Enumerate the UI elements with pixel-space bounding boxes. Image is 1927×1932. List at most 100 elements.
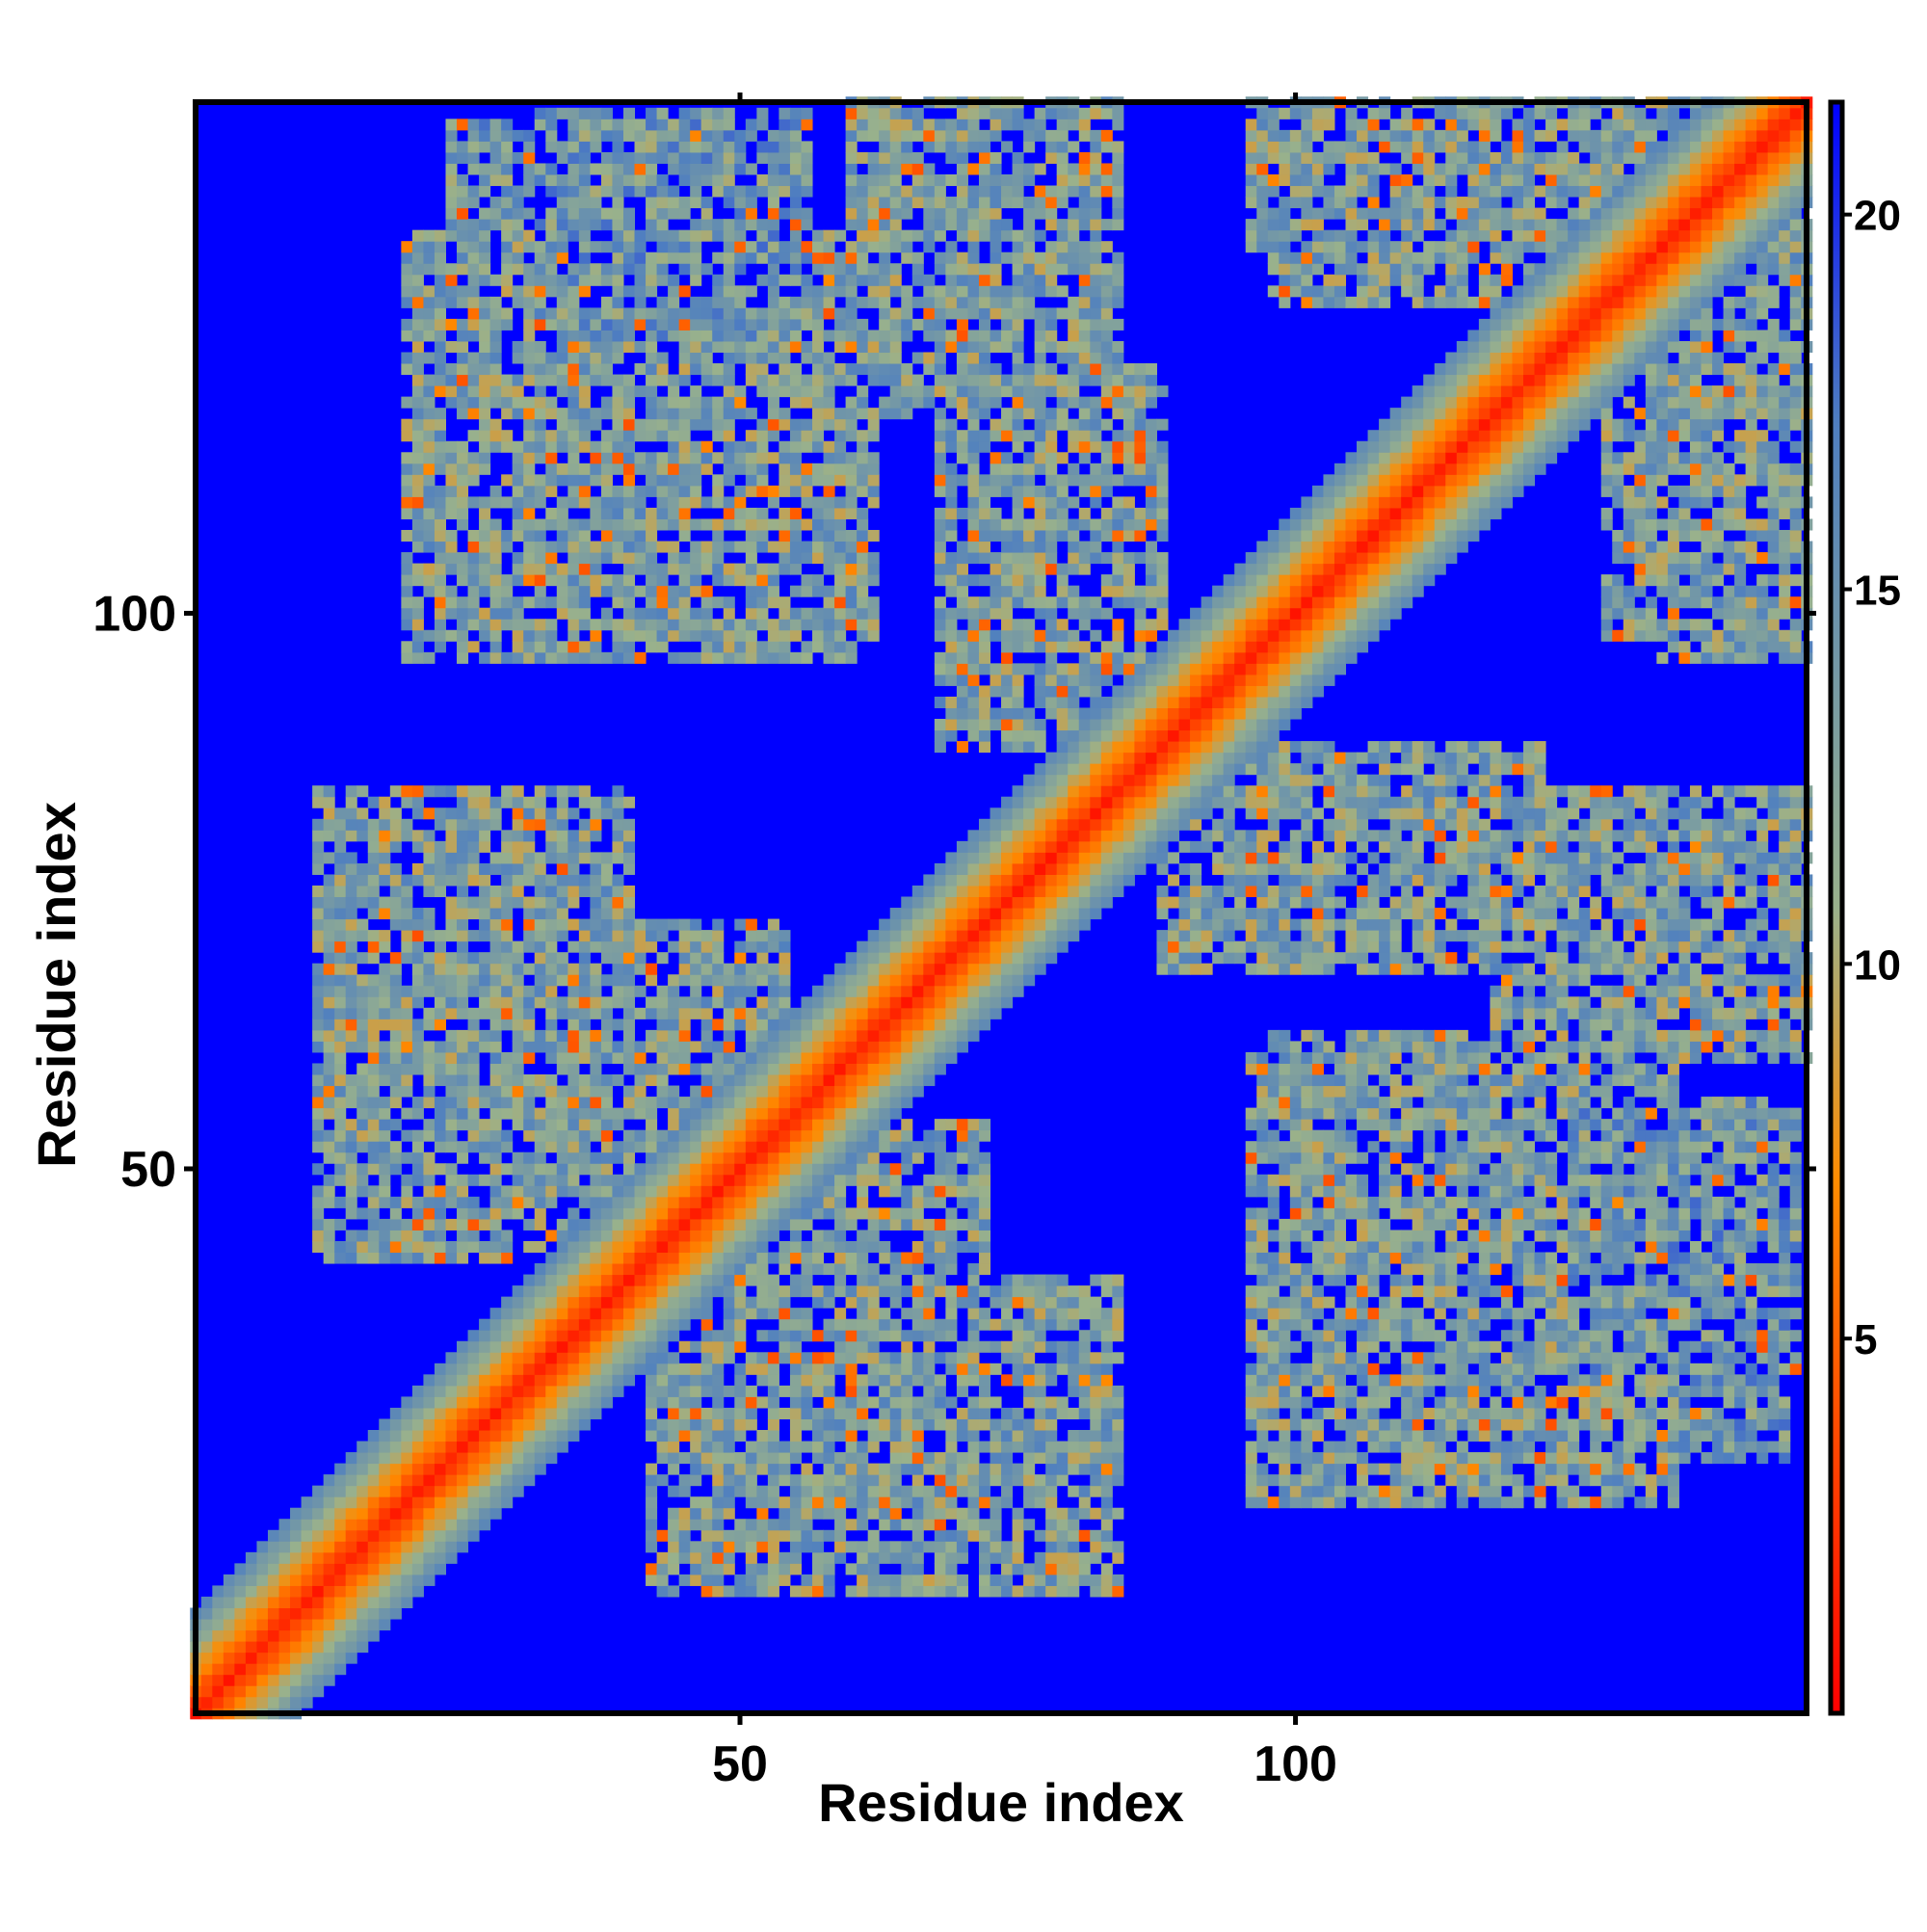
heatmap-cell [457,219,469,231]
heatmap-cell [712,629,725,642]
heatmap-cell [668,518,680,531]
heatmap-cell [834,1063,847,1075]
heatmap-cell [834,1074,847,1087]
heatmap-cell [789,1029,802,1042]
heatmap-cell [911,1063,924,1075]
heatmap-cell [534,985,546,997]
heatmap-cell [634,1330,647,1342]
heatmap-cell [345,1474,357,1487]
heatmap-cell [712,1407,725,1419]
heatmap-cell [523,807,536,820]
heatmap-cell [934,518,946,531]
heatmap-cell [745,430,757,442]
heatmap-cell [568,840,580,853]
heatmap-cell [857,1585,869,1598]
heatmap-cell [889,1141,902,1153]
heatmap-cell [779,1007,791,1019]
heatmap-cell [857,1163,869,1176]
heatmap-cell [212,1663,224,1676]
heatmap-cell [834,463,847,475]
heatmap-cell [578,173,591,187]
heatmap-cell [823,229,835,242]
heatmap-cell [334,1119,347,1131]
heatmap-cell [479,129,491,142]
heatmap-cell [379,1418,391,1431]
heatmap-cell [457,1519,469,1531]
heatmap-cell [867,1485,880,1497]
heatmap-cell [600,1151,613,1164]
heatmap-cell [545,119,558,131]
heatmap-cell [467,552,480,565]
heatmap-cell [379,996,391,1009]
heatmap-cell [834,1174,847,1186]
heatmap-cell [411,619,424,631]
heatmap-cell [712,1274,725,1286]
heatmap-cell [512,1463,524,1475]
heatmap-cell [590,1029,602,1042]
heatmap-cell [857,1274,869,1286]
heatmap-cell [523,1463,536,1475]
heatmap-cell [423,651,436,664]
heatmap-cell [857,596,869,609]
heatmap-cell [712,452,725,464]
heatmap-cell [367,1629,380,1642]
heatmap-cell [690,952,702,965]
heatmap-cell [712,518,725,531]
heatmap-cell [512,607,524,620]
heatmap-cell [467,1496,480,1509]
heatmap-cell [646,374,658,386]
heatmap-cell [668,1318,680,1331]
heatmap-cell [367,1097,380,1109]
heatmap-cell [767,1574,779,1586]
heatmap-cell [646,1174,658,1186]
heatmap-cell [756,474,769,487]
heatmap-cell [512,874,524,887]
heatmap-cell [889,1474,902,1487]
heatmap-cell [646,1163,658,1176]
heatmap-cell [467,807,480,820]
heatmap-cell [545,552,558,565]
heatmap-cell [401,1063,413,1075]
heatmap-cell [323,1107,335,1120]
heatmap-cell [367,818,380,831]
heatmap-cell [501,1485,514,1497]
heatmap-cell [801,318,813,331]
heatmap-cell [700,974,713,987]
heatmap-cell [590,1007,602,1019]
heatmap-cell [734,1263,747,1276]
heatmap-cell [789,151,802,164]
heatmap-cell [911,1452,924,1465]
heatmap-cell [690,1041,702,1053]
heatmap-cell [678,1263,691,1276]
heatmap-cell [712,1129,725,1142]
heatmap-cell [479,274,491,286]
heatmap-cell [812,385,825,398]
heatmap-cell [356,1141,369,1153]
heatmap-cell [411,1529,424,1542]
heatmap-cell [479,1463,491,1475]
heatmap-cell [668,1141,680,1153]
heatmap-cell [845,996,858,1009]
heatmap-cell [290,1541,303,1553]
heatmap-cell [745,1463,757,1475]
heatmap-cell [401,830,413,842]
heatmap-cell [590,352,602,364]
heatmap-cell [489,1374,502,1387]
heatmap-cell [423,1374,436,1387]
heatmap-cell [501,1252,514,1264]
heatmap-cell [678,1430,691,1442]
heatmap-cell [801,296,813,308]
heatmap-cell [389,1218,402,1231]
heatmap-cell [690,241,702,253]
heatmap-cell [934,1452,946,1465]
heatmap-cell [934,1407,946,1419]
heatmap-cell [867,619,880,631]
heatmap-cell [857,1296,869,1309]
heatmap-cell [434,1119,447,1131]
heatmap-cell [323,1474,335,1487]
heatmap-cell [901,296,913,308]
heatmap-cell [879,330,891,342]
heatmap-cell [901,1485,913,1497]
heatmap-cell [812,1541,825,1553]
heatmap-cell [501,885,514,898]
